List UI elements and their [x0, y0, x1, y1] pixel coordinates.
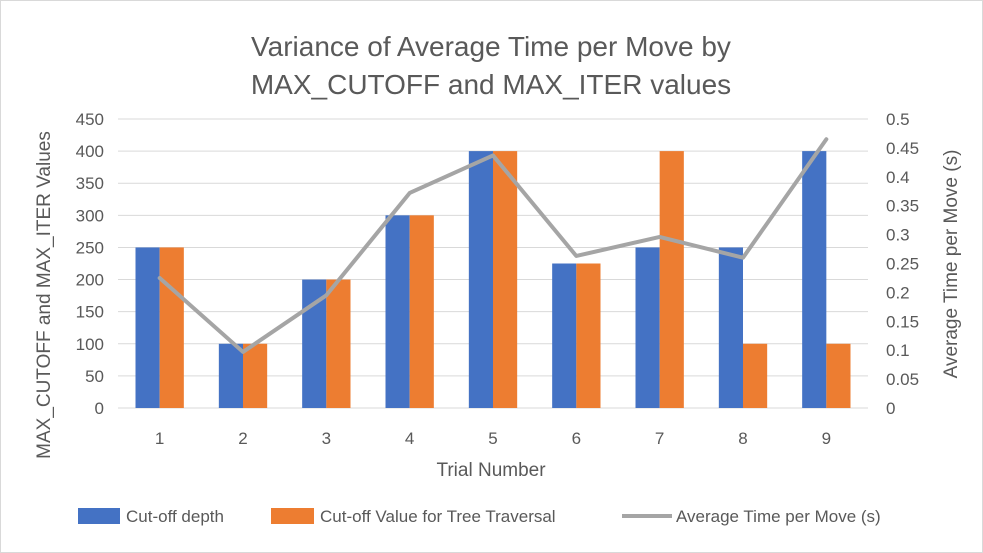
x-tick-label: 4 [405, 429, 414, 448]
y-tick-label: 400 [76, 142, 104, 161]
y2-tick-label: 0.15 [886, 312, 919, 331]
bar-cutoff-value-7 [659, 151, 684, 408]
bar-cutoff-depth-4 [385, 215, 410, 408]
time-line [157, 137, 829, 354]
x-tick-label: 2 [238, 429, 247, 448]
y-tick-label: 0 [95, 399, 104, 418]
x-tick-label: 6 [572, 429, 581, 448]
x-tick-label: 3 [322, 429, 331, 448]
bar-cutoff-depth-6 [552, 263, 577, 408]
bar-cutoff-value-4 [409, 215, 434, 408]
bar-cutoff-depth-1 [135, 247, 160, 408]
y2-axis-title: Average Time per Move (s) [941, 150, 962, 379]
y2-tick-label: 0.1 [886, 341, 910, 360]
bar-cutoff-value-6 [576, 263, 601, 408]
chart-title-line-2: MAX_CUTOFF and MAX_ITER values [251, 69, 731, 100]
y2-tick-label: 0.4 [886, 168, 910, 187]
legend-label-cutoff-depth: Cut-off depth [126, 507, 224, 526]
bar-cutoff-value-2 [243, 343, 268, 408]
y-tick-label: 150 [76, 303, 104, 322]
y2-tick-label: 0 [886, 399, 895, 418]
y2-tick-label: 0.3 [886, 226, 910, 245]
legend-label-avg-time: Average Time per Move (s) [676, 507, 881, 526]
bar-cutoff-value-9 [826, 343, 851, 408]
y-axis-title: MAX_CUTOFF and MAX_ITER Values [34, 131, 55, 459]
chart-title-line-1: Variance of Average Time per Move by [251, 31, 731, 62]
y2-tick-label: 0.2 [886, 283, 910, 302]
y2-tick-label: 0.5 [886, 110, 910, 129]
y-tick-label: 450 [76, 110, 104, 129]
y2-tick-label: 0.45 [886, 139, 919, 158]
y-tick-label: 100 [76, 335, 104, 354]
y-tick-label: 350 [76, 174, 104, 193]
y-tick-label: 50 [85, 367, 104, 386]
bar-cutoff-depth-8 [718, 247, 743, 408]
legend-swatch-cutoff-value [271, 508, 314, 524]
x-tick-label: 9 [822, 429, 831, 448]
x-tick-label: 1 [155, 429, 164, 448]
legend-label-cutoff-value: Cut-off Value for Tree Traversal [320, 507, 556, 526]
bar-cutoff-depth-3 [302, 279, 327, 408]
legend-swatch-cutoff-depth [78, 508, 120, 524]
bar-cutoff-depth-7 [635, 247, 660, 408]
y2-tick-label: 0.35 [886, 197, 919, 216]
legend: Cut-off depth Cut-off Value for Tree Tra… [78, 507, 881, 526]
y2-tick-label: 0.05 [886, 370, 919, 389]
bar-cutoff-depth-5 [468, 151, 493, 408]
bar-cutoff-value-8 [743, 343, 768, 408]
bar-cutoff-value-3 [326, 279, 351, 408]
bar-cutoff-value-1 [159, 247, 184, 408]
x-axis-title: Trial Number [436, 460, 546, 481]
x-tick-label: 8 [738, 429, 747, 448]
bar-cutoff-depth-2 [218, 343, 243, 408]
x-tick-label: 7 [655, 429, 664, 448]
y2-tick-label: 0.25 [886, 255, 919, 274]
y-tick-label: 200 [76, 271, 104, 290]
bars [135, 151, 851, 408]
bar-cutoff-depth-9 [802, 151, 827, 408]
bar-cutoff-value-5 [493, 151, 518, 408]
axes: 0 50 100 150 200 250 300 350 400 450 0 0.05 0.1 0.15 0… [76, 110, 919, 448]
x-tick-label: 5 [488, 429, 497, 448]
y-tick-label: 250 [76, 238, 104, 257]
y-tick-label: 300 [76, 206, 104, 225]
